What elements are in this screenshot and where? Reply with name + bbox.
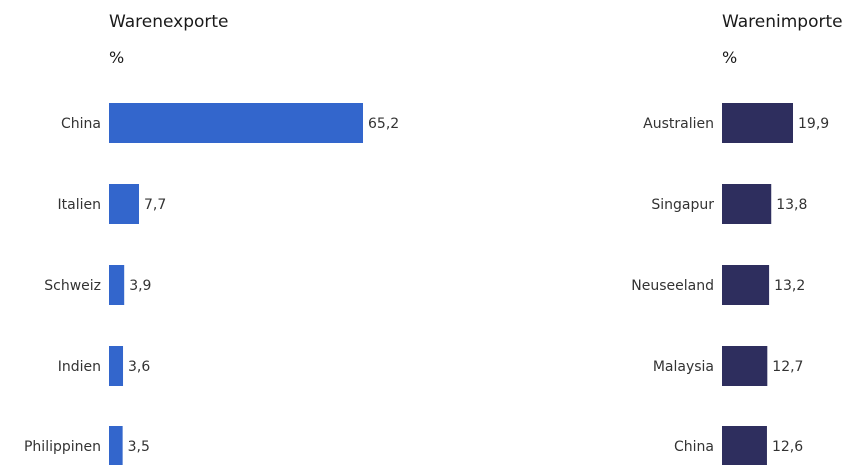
import-value-label: 12,7 bbox=[772, 359, 803, 375]
import-value-label: 13,8 bbox=[776, 197, 807, 213]
export-value-label: 65,2 bbox=[368, 116, 399, 132]
export-value-label: 3,9 bbox=[129, 278, 151, 294]
export-value-label: 7,7 bbox=[144, 197, 166, 213]
export-category-label: Indien bbox=[58, 359, 101, 375]
exports-unit: % bbox=[109, 48, 124, 67]
export-category-label: Schweiz bbox=[44, 278, 101, 294]
export-value-label: 3,5 bbox=[128, 439, 150, 455]
imports-panel: Warenimporte % Australien 19,9 Singapur 13,… bbox=[631, 12, 843, 466]
import-bar bbox=[722, 265, 770, 305]
import-bar bbox=[722, 184, 772, 224]
import-value-label: 12,6 bbox=[772, 439, 803, 455]
imports-title: Warenimporte bbox=[722, 12, 843, 32]
export-bar bbox=[109, 265, 125, 305]
import-value-label: 13,2 bbox=[774, 278, 805, 294]
exports-title: Warenexporte bbox=[109, 12, 229, 32]
export-category-label: China bbox=[61, 116, 101, 132]
exports-bars: China 65,2 Italien 7,7 Schweiz 3,9 Indien 3,6 Ph… bbox=[24, 103, 399, 466]
export-bar bbox=[109, 184, 139, 224]
import-category-label: Singapur bbox=[651, 197, 714, 213]
export-value-label: 3,6 bbox=[128, 359, 150, 375]
import-category-label: Neuseeland bbox=[631, 278, 714, 294]
export-bar bbox=[109, 426, 123, 466]
import-category-label: Malaysia bbox=[653, 359, 714, 375]
exports-panel: Warenexporte % China 65,2 Italien 7,7 Schwei… bbox=[24, 12, 399, 466]
import-category-label: Australien bbox=[643, 116, 714, 132]
imports-unit: % bbox=[722, 48, 737, 67]
export-category-label: Philippinen bbox=[24, 439, 101, 455]
import-category-label: China bbox=[674, 439, 714, 455]
export-bar bbox=[109, 346, 124, 386]
import-value-label: 19,9 bbox=[798, 116, 829, 132]
import-bar bbox=[722, 103, 793, 143]
export-bar bbox=[109, 103, 363, 143]
imports-bars: Australien 19,9 Singapur 13,8 Neuseeland 13,2… bbox=[631, 103, 829, 466]
export-category-label: Italien bbox=[58, 197, 101, 213]
import-bar bbox=[722, 426, 767, 466]
import-bar bbox=[722, 346, 768, 386]
